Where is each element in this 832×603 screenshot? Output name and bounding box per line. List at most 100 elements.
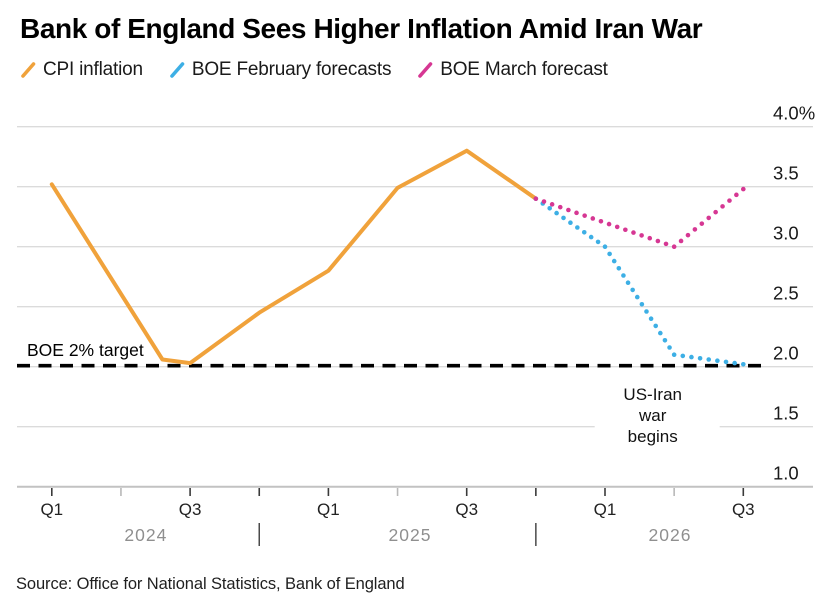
- source-attribution: Source: Office for National Statistics, …: [16, 575, 405, 593]
- y-axis-labels: 4.0% 3.5 3.0 2.5 2.0 1.5 1.0: [773, 103, 815, 484]
- x-tick-label: Q3: [455, 500, 478, 519]
- series-dot: [621, 273, 626, 278]
- series-dot: [611, 258, 617, 264]
- series-dot: [607, 251, 612, 257]
- y-tick-label: 4.0%: [773, 103, 815, 124]
- legend-item-cpi: CPI inflation: [20, 59, 143, 81]
- series-dot: [647, 235, 653, 241]
- y-tick-label: 1.5: [773, 403, 799, 424]
- annotation-backdrop: [594, 380, 720, 448]
- feb-forecast-dotted-line: [533, 196, 746, 367]
- legend-label-feb-forecast: BOE February forecasts: [191, 59, 392, 80]
- label-backdrop: [24, 339, 146, 359]
- series-dot: [616, 266, 622, 271]
- series-dot: [566, 207, 571, 213]
- series-dot: [685, 232, 691, 238]
- series-dot: [658, 330, 663, 336]
- y-tick-label: 2.0: [773, 343, 799, 364]
- x-axis: Q1 Q3 Q1 Q3 Q1 Q3 2024 2025 2026: [40, 488, 755, 546]
- series-dot: [699, 221, 705, 226]
- series-dot: [689, 354, 694, 360]
- series-dot: [671, 352, 677, 358]
- boe-target-label: BOE 2% target: [24, 339, 146, 360]
- series-dot: [582, 213, 587, 218]
- us-iran-war-annotation: US-Iran war begins: [594, 380, 720, 448]
- series-dot: [549, 202, 555, 207]
- series-dot: [575, 225, 580, 230]
- series-dot: [541, 199, 547, 204]
- year-label: 2025: [389, 525, 432, 545]
- year-label: 2026: [649, 525, 692, 545]
- series-dot: [561, 215, 566, 221]
- chart-title: Bank of England Sees Higher Inflation Am…: [20, 13, 703, 44]
- orange-slash-icon: [21, 62, 36, 78]
- series-dot: [644, 309, 649, 314]
- series-dot: [697, 356, 703, 361]
- series-dot: [614, 224, 620, 230]
- series-dot: [727, 198, 732, 203]
- series-dot: [574, 210, 579, 216]
- series-dot: [663, 241, 669, 247]
- x-tick-label: Q1: [594, 500, 617, 519]
- series-dot: [692, 227, 698, 232]
- series-dot: [723, 359, 729, 365]
- series-dot: [623, 227, 628, 233]
- series-dot: [706, 215, 712, 221]
- label-text: BOE 2% target: [27, 340, 144, 360]
- y-tick-label: 1.0: [773, 463, 799, 484]
- series-dot: [581, 230, 587, 235]
- series-dot: [639, 233, 644, 238]
- series-dot: [662, 338, 668, 343]
- series-dot: [734, 192, 739, 198]
- series-dot: [630, 287, 635, 293]
- series-dot: [533, 196, 539, 201]
- annotation-text-line: begins: [628, 427, 678, 446]
- cpi-inflation-line: [49, 148, 538, 366]
- annotation-text-line: war: [638, 406, 667, 425]
- x-tick-label: Q1: [317, 500, 340, 519]
- legend-item-feb-forecast: BOE February forecasts: [169, 59, 391, 81]
- series-dot: [554, 210, 559, 216]
- blue-slash-icon: [170, 62, 185, 78]
- series-dot: [678, 238, 684, 244]
- x-tick-label: Q1: [40, 500, 63, 519]
- series-dot: [671, 244, 677, 249]
- series-path: [49, 148, 538, 366]
- series-dot: [667, 345, 672, 350]
- march-forecast-dotted-line: [533, 186, 746, 249]
- y-tick-label: 3.5: [773, 163, 799, 184]
- series-dot: [606, 221, 612, 227]
- series-dot: [588, 234, 594, 240]
- series-dot: [568, 220, 573, 225]
- legend-item-march-forecast: BOE March forecast: [417, 59, 608, 81]
- annotation-text-line: US-Iran: [623, 385, 682, 404]
- series-dot: [625, 280, 631, 286]
- series-dot: [602, 244, 608, 249]
- series-dot: [706, 357, 712, 362]
- legend-label-cpi: CPI inflation: [43, 59, 143, 80]
- series-dot: [741, 362, 746, 367]
- legend-label-march-forecast: BOE March forecast: [440, 59, 608, 80]
- x-tick-label: Q3: [179, 500, 202, 519]
- series-dot: [590, 216, 596, 221]
- series-dot: [680, 353, 686, 359]
- series-dot: [655, 238, 661, 244]
- pink-slash-icon: [418, 62, 433, 78]
- y-tick-label: 3.0: [773, 223, 799, 244]
- series-dot: [653, 323, 659, 329]
- series-dot: [713, 209, 718, 215]
- series-dot: [648, 316, 654, 322]
- chart-legend: CPI inflation BOE February forecasts BOE…: [20, 59, 608, 81]
- year-label: 2024: [124, 525, 167, 545]
- series-dot: [639, 302, 645, 307]
- x-tick-label: Q3: [732, 500, 755, 519]
- series-dot: [741, 186, 746, 192]
- series-dot: [720, 204, 725, 209]
- series-dot: [598, 218, 604, 224]
- series-dot: [631, 230, 636, 235]
- series-dot: [547, 206, 552, 211]
- series-dot: [732, 360, 737, 366]
- series-dot: [634, 294, 640, 300]
